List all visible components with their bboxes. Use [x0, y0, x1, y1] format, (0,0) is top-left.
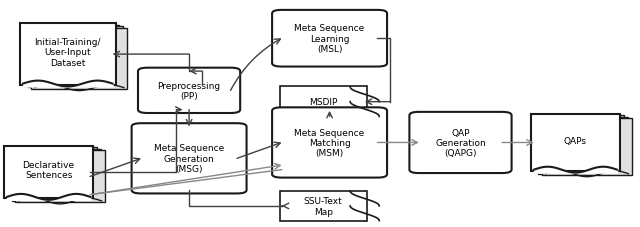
Text: Meta Sequence
Matching
(MSM): Meta Sequence Matching (MSM): [294, 128, 365, 158]
FancyBboxPatch shape: [534, 116, 624, 172]
FancyBboxPatch shape: [272, 11, 387, 67]
FancyBboxPatch shape: [12, 149, 101, 201]
FancyBboxPatch shape: [272, 108, 387, 178]
Text: Meta Sequence
Generation
(MSG): Meta Sequence Generation (MSG): [154, 144, 224, 173]
Text: QAPs: QAPs: [564, 136, 587, 145]
FancyBboxPatch shape: [8, 148, 97, 200]
Text: MSDIP: MSDIP: [309, 98, 337, 107]
Text: SSU-Text
Map: SSU-Text Map: [304, 196, 342, 216]
FancyBboxPatch shape: [20, 24, 116, 85]
FancyBboxPatch shape: [538, 117, 628, 174]
FancyBboxPatch shape: [4, 146, 93, 198]
FancyBboxPatch shape: [132, 124, 246, 194]
FancyBboxPatch shape: [31, 28, 127, 89]
FancyBboxPatch shape: [138, 68, 240, 114]
FancyBboxPatch shape: [24, 26, 120, 87]
Text: Initial-Training/
User-Input
Dataset: Initial-Training/ User-Input Dataset: [35, 38, 101, 67]
Text: Declarative
Sentences: Declarative Sentences: [22, 160, 75, 180]
Text: Preprocessing
(PP): Preprocessing (PP): [157, 81, 221, 101]
FancyBboxPatch shape: [15, 150, 105, 202]
FancyBboxPatch shape: [410, 112, 511, 173]
FancyBboxPatch shape: [280, 191, 367, 221]
FancyBboxPatch shape: [280, 87, 367, 118]
Text: QAP
Generation
(QAPG): QAP Generation (QAPG): [435, 128, 486, 158]
FancyBboxPatch shape: [28, 27, 124, 88]
FancyBboxPatch shape: [531, 115, 620, 171]
Text: Meta Sequence
Learning
(MSL): Meta Sequence Learning (MSL): [294, 24, 365, 54]
FancyBboxPatch shape: [542, 119, 632, 175]
